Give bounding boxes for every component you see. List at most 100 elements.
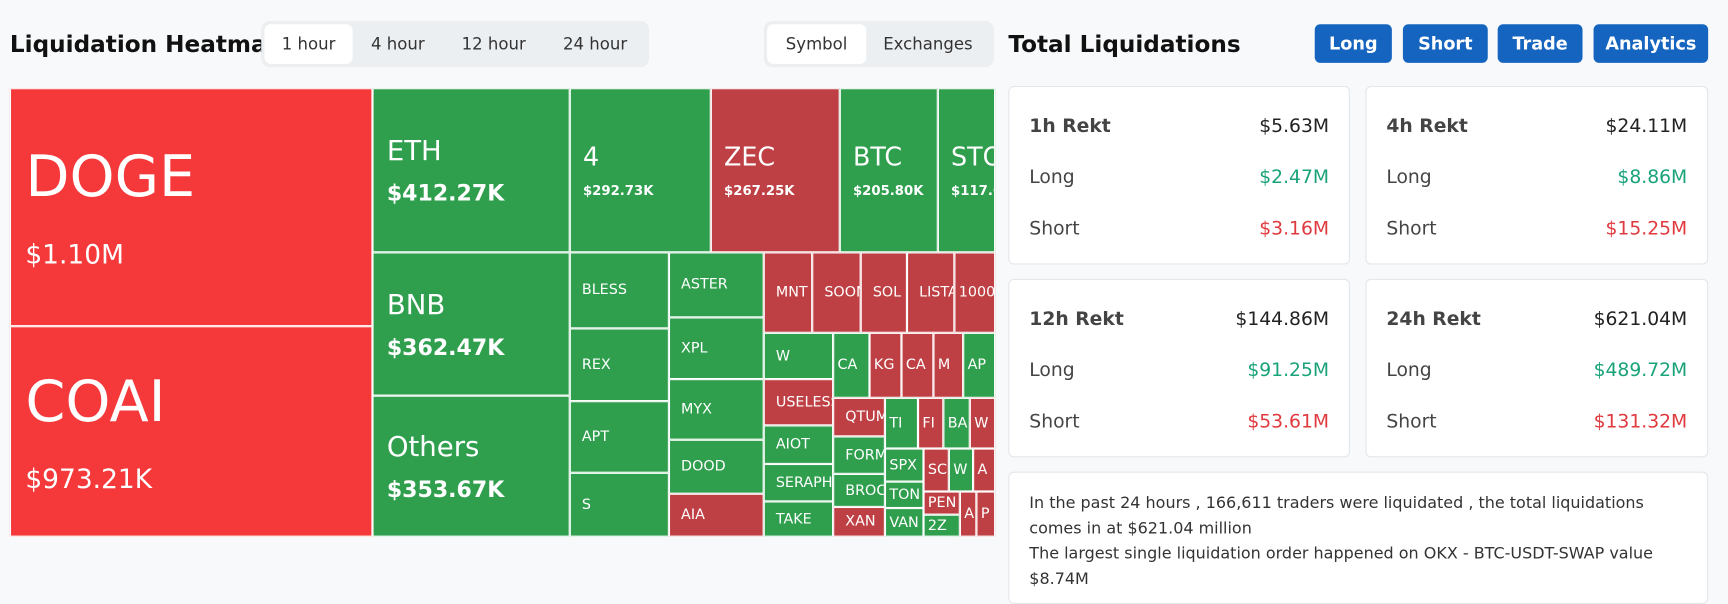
heatmap-tile[interactable]: W	[763, 332, 834, 380]
card-header: 12h Rekt $144.86M	[1029, 309, 1329, 331]
heatmap-tile[interactable]: QTUM	[833, 397, 885, 437]
tile-label: SPX	[889, 456, 917, 474]
row-label: Long	[1386, 166, 1432, 189]
card-title: 4h Rekt	[1386, 115, 1468, 138]
tile-label: Others	[386, 430, 480, 463]
heatmap-tile[interactable]: BLESS	[569, 252, 669, 329]
tile-label: S	[581, 496, 591, 513]
heatmap-tile[interactable]: S	[569, 472, 669, 537]
heatmap: DOGE $1.10M COAI $973.21K ETH $412.27K BNB $362…	[9, 88, 996, 537]
action-button[interactable]: Trade	[1497, 24, 1583, 63]
heatmap-tile[interactable]: SOON	[812, 252, 861, 333]
heatmap-tile[interactable]: DOGE $1.10M	[9, 88, 373, 327]
rekt-card: 12h Rekt $144.86M Long $91.25M Short $53.61M	[1008, 278, 1350, 458]
heatmap-tile[interactable]: W	[948, 448, 974, 492]
row-label: Short	[1386, 411, 1437, 434]
heatmap-tile[interactable]: BA	[943, 397, 970, 449]
heatmap-tile[interactable]: TAKE	[763, 501, 834, 537]
card-header: 24h Rekt $621.04M	[1386, 309, 1687, 331]
heatmap-tile[interactable]: 1000	[954, 252, 996, 333]
heatmap-tile[interactable]: STO $117.6	[937, 88, 996, 253]
heatmap-tile[interactable]: FI	[917, 397, 944, 449]
card-total: $144.86M	[1235, 308, 1330, 331]
tile-label: CA	[905, 357, 926, 374]
heatmap-tile[interactable]: SOL	[860, 252, 907, 333]
tile-label: COAI	[25, 368, 166, 435]
time-tab[interactable]: 1 hour	[264, 24, 353, 64]
rekt-card: 1h Rekt $5.63M Long $2.47M Short $3.16M	[1008, 85, 1350, 265]
heatmap-tile[interactable]: SPX	[884, 448, 924, 482]
tile-label: BNB	[386, 288, 446, 321]
heatmap-tile[interactable]: M	[933, 332, 964, 398]
tile-label: ASTER	[681, 276, 728, 294]
tile-value: $267.25K	[724, 182, 795, 198]
heatmap-tile[interactable]: PEN	[923, 491, 960, 515]
heatmap-tile[interactable]: XAN	[833, 506, 885, 537]
row-value: $15.25M	[1605, 218, 1688, 241]
heatmap-tile[interactable]: KG	[869, 332, 902, 398]
action-button[interactable]: Short	[1402, 24, 1488, 63]
view-tab[interactable]: Symbol	[767, 24, 867, 64]
heatmap-tile[interactable]: VAN	[884, 508, 924, 537]
heatmap-tile[interactable]: SC	[923, 448, 949, 492]
action-button[interactable]: Long	[1314, 24, 1392, 63]
tile-value: $1.10M	[25, 239, 124, 270]
heatmap-tile[interactable]: SERAPH	[763, 463, 834, 502]
heatmap-tile[interactable]: DOOD	[668, 439, 764, 494]
heatmap-tile[interactable]: A	[959, 491, 977, 537]
time-tab[interactable]: 4 hour	[371, 34, 425, 54]
card-header: 4h Rekt $24.11M	[1386, 116, 1687, 138]
time-tab[interactable]: 12 hour	[461, 34, 526, 54]
card-row: Short $3.16M	[1029, 218, 1329, 240]
tile-label: ZEC	[724, 142, 776, 172]
heatmap-tile[interactable]: BTC $205.80K	[839, 88, 938, 253]
heatmap-tile[interactable]: 4 $292.73K	[569, 88, 711, 253]
tile-label: TI	[889, 414, 903, 432]
heatmap-tile[interactable]: MNT	[763, 252, 813, 333]
tile-label: MYX	[681, 401, 713, 418]
heatmap-tile[interactable]: ASTER	[668, 252, 764, 318]
row-label: Long	[1029, 166, 1075, 189]
heatmap-tile[interactable]: CA	[901, 332, 934, 398]
tile-label: 1000	[958, 284, 996, 301]
card-title: 12h Rekt	[1029, 308, 1124, 331]
tile-label: AP	[967, 357, 987, 374]
card-row: Long $2.47M	[1029, 166, 1329, 188]
action-button[interactable]: Analytics	[1593, 24, 1709, 63]
tile-label: P	[980, 505, 990, 523]
heatmap-tile[interactable]: LISTA	[906, 252, 955, 333]
heatmap-tile[interactable]: COAI $973.21K	[9, 326, 373, 537]
tile-label: KG	[873, 357, 895, 374]
heatmap-tile[interactable]: P	[976, 491, 996, 537]
heatmap-tile[interactable]: A	[973, 448, 996, 492]
heatmap-tile[interactable]: AP	[963, 332, 996, 398]
heatmap-tile[interactable]: APT	[569, 401, 669, 473]
heatmap-tile[interactable]: BNB $362.47K	[372, 252, 570, 396]
heatmap-tile[interactable]: ZEC $267.25K	[710, 88, 840, 253]
tile-label: BROC	[845, 482, 885, 499]
note-card: In the past 24 hours , 166,611 traders w…	[1008, 471, 1709, 604]
heatmap-tile[interactable]: TON	[884, 481, 924, 509]
tile-value: $205.80K	[852, 182, 924, 198]
heatmap-tile[interactable]: AIOT	[763, 425, 834, 464]
heatmap-tile[interactable]: ETH $412.27K	[372, 88, 570, 253]
heatmap-tile[interactable]: W	[969, 397, 996, 449]
heatmap-tile[interactable]: TI	[884, 397, 918, 449]
heatmap-tile[interactable]: FORM	[833, 436, 885, 474]
heatmap-tile[interactable]: XPL	[668, 317, 764, 380]
heatmap-tile[interactable]: REX	[569, 328, 669, 402]
heatmap-tile[interactable]: BROC	[833, 473, 885, 507]
row-label: Long	[1029, 359, 1075, 382]
tile-label: BTC	[852, 142, 903, 172]
time-tab[interactable]: 24 hour	[563, 34, 628, 54]
tile-label: 4	[582, 142, 600, 172]
view-tab[interactable]: Exchanges	[883, 34, 973, 54]
heatmap-tile[interactable]: CA	[833, 332, 870, 398]
heatmap-tile[interactable]: Others $353.67K	[372, 395, 570, 537]
heatmap-tile[interactable]: USELESS	[763, 379, 834, 426]
app: Liquidation Heatmap 1 hour 4 hour 12 hour 2…	[9, 20, 1709, 604]
heatmap-tile[interactable]: MYX	[668, 379, 764, 440]
view-tabs: Symbol Exchanges	[763, 20, 995, 68]
heatmap-tile[interactable]: AIA	[668, 493, 764, 537]
heatmap-tile[interactable]: 2Z	[923, 514, 960, 537]
